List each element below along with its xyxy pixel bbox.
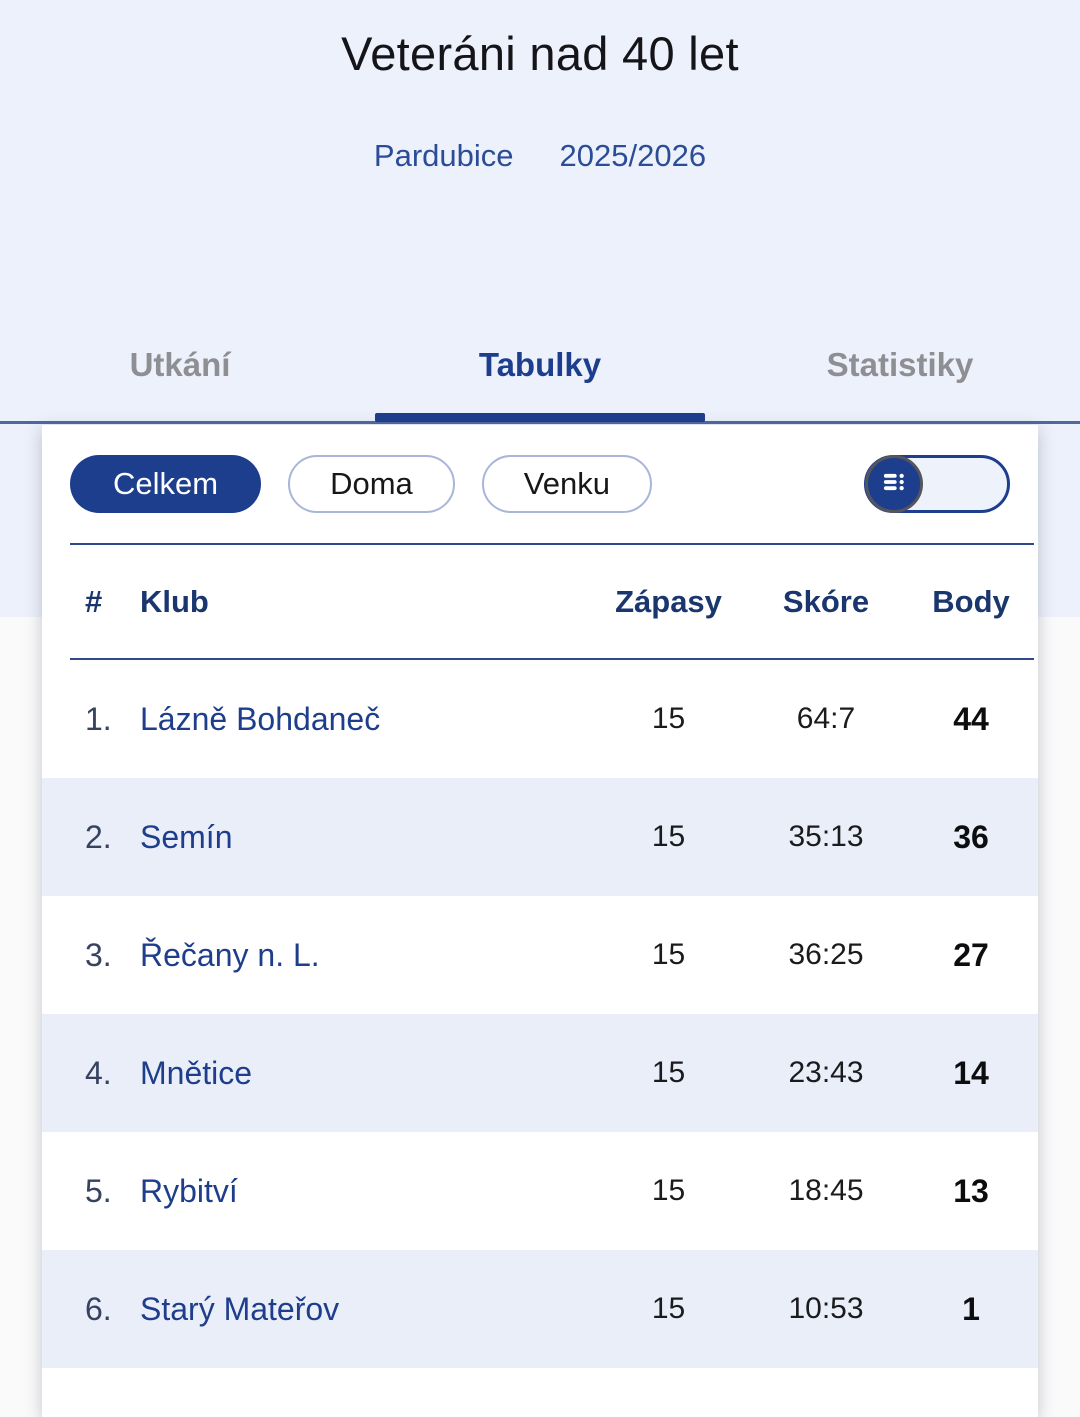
points-cell: 27: [953, 936, 989, 973]
column-header-rank: #: [85, 583, 103, 619]
column-header-score: Skóre: [782, 583, 870, 619]
column-header-points: Body: [932, 583, 1010, 619]
rank-cell: 1.: [85, 700, 112, 737]
table-row[interactable]: 5. Rybitví 15 18:45 13: [42, 1132, 1038, 1250]
score-cell: 35:13: [788, 820, 864, 853]
breadcrumb: Pardubice 2025/2026: [0, 138, 1080, 174]
matches-cell: 15: [651, 702, 686, 735]
rank-cell: 4.: [85, 1054, 112, 1091]
divider-top: [70, 543, 1034, 545]
rank-cell: 3.: [85, 936, 112, 973]
table-row[interactable]: 1. Lázně Bohdaneč 15 64:7 44: [42, 660, 1038, 778]
club-name-cell[interactable]: Semín: [140, 818, 233, 855]
tab-bar: Utkání Tabulky Statistiky: [0, 346, 1080, 384]
filter-chip-celkem[interactable]: Celkem: [70, 455, 262, 513]
rank-cell: 5.: [85, 1172, 112, 1209]
score-cell: 36:25: [788, 938, 864, 971]
club-name-cell[interactable]: Řečany n. L.: [140, 936, 320, 973]
toggle-knob: [865, 455, 923, 513]
table-header-row: # Klub Zápasy Skóre Body: [42, 545, 1038, 658]
points-cell: 14: [953, 1054, 989, 1091]
matches-cell: 15: [651, 1174, 686, 1207]
points-cell: 36: [953, 818, 989, 855]
page-title: Veteráni nad 40 let: [341, 27, 739, 80]
standings-table-body: 1. Lázně Bohdaneč 15 64:7 44 2. Semín 15…: [42, 660, 1038, 1368]
matches-cell: 15: [651, 938, 686, 971]
score-cell: 10:53: [788, 1292, 864, 1325]
score-cell: 18:45: [788, 1174, 864, 1207]
season-label: 2025/2026: [559, 138, 707, 173]
filter-chip-venku[interactable]: Venku: [481, 455, 652, 513]
column-header-club: Klub: [140, 583, 209, 619]
club-name-cell[interactable]: Mnětice: [140, 1054, 253, 1091]
region-label: Pardubice: [373, 138, 514, 173]
points-cell: 13: [953, 1172, 989, 1209]
table-row[interactable]: 3. Řečany n. L. 15 36:25 27: [42, 896, 1038, 1014]
points-cell: 1: [962, 1290, 980, 1327]
filter-chip-doma[interactable]: Doma: [288, 455, 455, 513]
rank-cell: 2.: [85, 818, 112, 855]
tab-bar-underline: [0, 421, 1080, 424]
points-cell: 44: [953, 700, 989, 737]
table-row[interactable]: 2. Semín 15 35:13 36: [42, 778, 1038, 896]
rank-cell: 6.: [85, 1290, 112, 1327]
tab-utkani[interactable]: Utkání: [129, 346, 231, 383]
divider-header: [70, 658, 1034, 660]
matches-cell: 15: [651, 1292, 686, 1325]
standings-card: Celkem Doma Venku: [42, 425, 1038, 1417]
table-row[interactable]: 4. Mnětice 15 23:43 14: [42, 1014, 1038, 1132]
table-row[interactable]: 6. Starý Mateřov 15 10:53 1: [42, 1250, 1038, 1368]
club-name-cell[interactable]: Starý Mateřov: [140, 1290, 340, 1327]
filter-chip-row: Celkem Doma Venku: [42, 425, 1038, 543]
tab-statistiky[interactable]: Statistiky: [826, 346, 974, 383]
score-cell: 23:43: [788, 1056, 864, 1089]
score-cell: 64:7: [796, 702, 856, 735]
table-view-toggle[interactable]: [864, 455, 1010, 513]
matches-cell: 15: [651, 820, 686, 853]
club-name-cell[interactable]: Lázně Bohdaneč: [140, 700, 381, 737]
matches-cell: 15: [651, 1056, 686, 1089]
club-name-cell[interactable]: Rybitví: [140, 1172, 238, 1209]
active-tab-indicator: [375, 413, 705, 422]
tab-tabulky[interactable]: Tabulky: [478, 346, 602, 383]
table-list-icon: [877, 465, 911, 504]
column-header-matches: Zápasy: [615, 583, 722, 619]
